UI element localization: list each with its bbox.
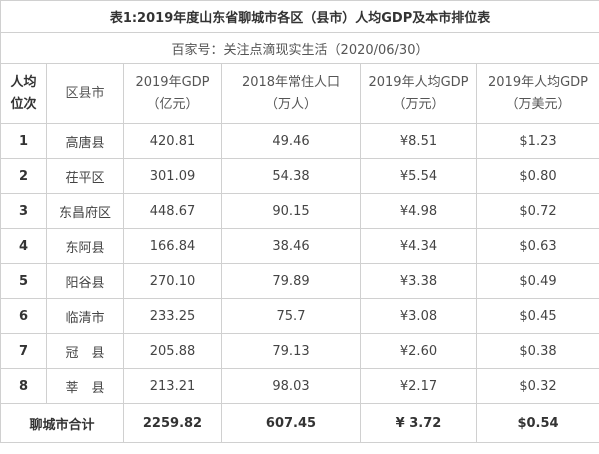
cell-rank: 6	[0, 298, 47, 334]
table-row: 1 高唐县 420.81 49.46 ¥8.51 $1.23	[0, 123, 599, 159]
header-gdp-line1: 2019年GDP	[135, 74, 210, 90]
header-per-capita-cny-line1: 2019年人均GDP	[368, 74, 469, 90]
total-gdp: 2259.82	[123, 403, 222, 443]
cell-per-capita-usd: $0.72	[475, 193, 599, 229]
cell-per-capita-usd: $0.38	[475, 333, 599, 369]
cell-district: 东阿县	[46, 228, 124, 264]
cell-population: 98.03	[221, 368, 361, 404]
header-row: 人均 位次 区县市 2019年GDP （亿元） 2018年常住人口 （万人） 2…	[0, 63, 599, 124]
header-per-capita-usd-line2: （万美元）	[505, 96, 571, 112]
table-row: 6 临清市 233.25 75.7 ¥3.08 $0.45	[0, 298, 599, 334]
cell-district: 阳谷县	[46, 263, 124, 299]
cell-rank: 3	[0, 193, 47, 229]
total-population: 607.45	[221, 403, 361, 443]
cell-per-capita-usd: $0.80	[475, 158, 599, 194]
cell-population: 79.13	[221, 333, 361, 369]
header-population-line2: （万人）	[264, 96, 317, 112]
header-population-line1: 2018年常住人口	[241, 74, 341, 90]
cell-per-capita-usd: $1.23	[475, 123, 599, 159]
table-row: 4 东阿县 166.84 38.46 ¥4.34 $0.63	[0, 228, 599, 264]
cell-population: 49.46	[221, 123, 361, 159]
cell-gdp: 166.84	[123, 228, 222, 264]
cell-per-capita-cny: ¥8.51	[360, 123, 477, 159]
cell-per-capita-usd: $0.49	[475, 263, 599, 299]
cell-per-capita-cny: ¥2.17	[360, 368, 477, 404]
table-row: 8 莘 县 213.21 98.03 ¥2.17 $0.32	[0, 368, 599, 404]
cell-rank: 2	[0, 158, 47, 194]
total-per-capita-cny: ¥ 3.72	[360, 403, 477, 443]
cell-district: 临清市	[46, 298, 124, 334]
header-per-capita-usd-line1: 2019年人均GDP	[488, 74, 589, 90]
cell-rank: 8	[0, 368, 47, 404]
cell-rank: 5	[0, 263, 47, 299]
cell-population: 54.38	[221, 158, 361, 194]
cell-rank: 4	[0, 228, 47, 264]
cell-gdp: 301.09	[123, 158, 222, 194]
header-gdp-line2: （亿元）	[146, 96, 199, 112]
cell-population: 90.15	[221, 193, 361, 229]
cell-per-capita-usd: $0.32	[475, 368, 599, 404]
cell-rank: 1	[0, 123, 47, 159]
cell-per-capita-cny: ¥5.54	[360, 158, 477, 194]
cell-per-capita-usd: $0.63	[475, 228, 599, 264]
header-district: 区县市	[46, 63, 124, 124]
total-row: 聊城市合计 2259.82 607.45 ¥ 3.72 $0.54	[0, 403, 599, 443]
cell-population: 38.46	[221, 228, 361, 264]
total-label: 聊城市合计	[0, 403, 124, 443]
header-gdp: 2019年GDP （亿元）	[123, 63, 222, 124]
cell-district: 茌平区	[46, 158, 124, 194]
cell-gdp: 213.21	[123, 368, 222, 404]
header-per-capita-cny: 2019年人均GDP （万元）	[360, 63, 477, 124]
table-row: 5 阳谷县 270.10 79.89 ¥3.38 $0.49	[0, 263, 599, 299]
cell-per-capita-cny: ¥4.34	[360, 228, 477, 264]
total-per-capita-usd: $0.54	[475, 403, 599, 443]
cell-gdp: 420.81	[123, 123, 222, 159]
table-row: 2 茌平区 301.09 54.38 ¥5.54 $0.80	[0, 158, 599, 194]
table-row: 3 东昌府区 448.67 90.15 ¥4.98 $0.72	[0, 193, 599, 229]
cell-gdp: 448.67	[123, 193, 222, 229]
cell-per-capita-cny: ¥2.60	[360, 333, 477, 369]
cell-per-capita-cny: ¥3.38	[360, 263, 477, 299]
cell-district: 冠 县	[46, 333, 124, 369]
cell-gdp: 270.10	[123, 263, 222, 299]
cell-per-capita-usd: $0.45	[475, 298, 599, 334]
cell-rank: 7	[0, 333, 47, 369]
cell-population: 79.89	[221, 263, 361, 299]
cell-district: 高唐县	[46, 123, 124, 159]
cell-gdp: 233.25	[123, 298, 222, 334]
gdp-table: 表1:2019年度山东省聊城市各区（县市）人均GDP及本市排位表 百家号：关注点…	[0, 0, 599, 443]
cell-district: 东昌府区	[46, 193, 124, 229]
cell-per-capita-cny: ¥4.98	[360, 193, 477, 229]
header-population: 2018年常住人口 （万人）	[221, 63, 361, 124]
header-rank-line2: 位次	[10, 96, 37, 112]
cell-gdp: 205.88	[123, 333, 222, 369]
header-per-capita-cny-line2: （万元）	[392, 96, 445, 112]
table-source: 百家号：关注点滴现实生活（2020/06/30）	[0, 32, 599, 64]
cell-population: 75.7	[221, 298, 361, 334]
title-row: 表1:2019年度山东省聊城市各区（县市）人均GDP及本市排位表	[0, 0, 599, 33]
table-row: 7 冠 县 205.88 79.13 ¥2.60 $0.38	[0, 333, 599, 369]
source-row: 百家号：关注点滴现实生活（2020/06/30）	[0, 32, 599, 64]
cell-per-capita-cny: ¥3.08	[360, 298, 477, 334]
header-rank: 人均 位次	[0, 63, 47, 124]
header-rank-line1: 人均	[10, 74, 37, 90]
cell-district: 莘 县	[46, 368, 124, 404]
header-per-capita-usd: 2019年人均GDP （万美元）	[475, 63, 599, 124]
table-title: 表1:2019年度山东省聊城市各区（县市）人均GDP及本市排位表	[0, 0, 599, 33]
